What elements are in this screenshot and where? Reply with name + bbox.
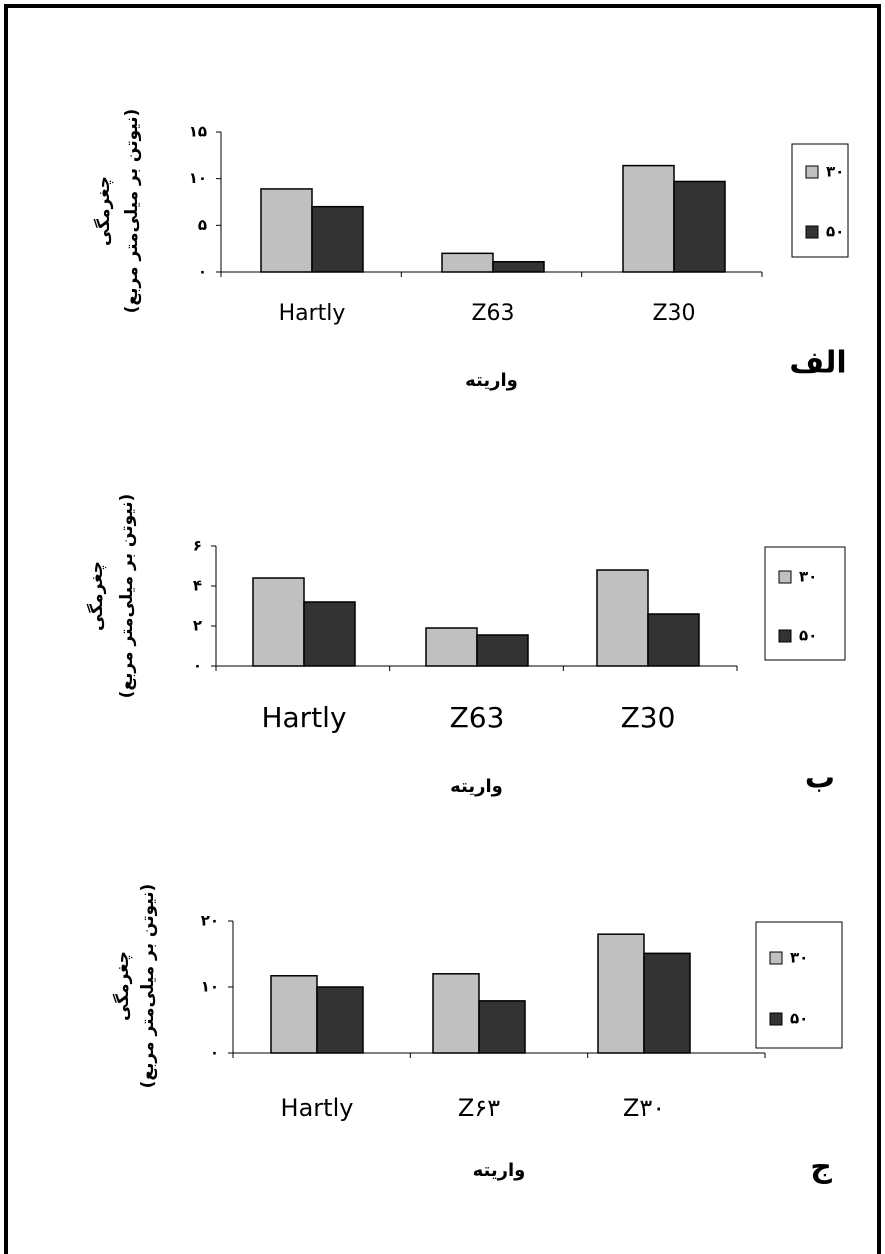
bar-series-50: [476, 634, 529, 667]
x-axis-title: واریته: [473, 1160, 526, 1181]
y-tick-label: ۵: [198, 216, 207, 234]
bar-series-50: [643, 952, 691, 1054]
x-category-label: Hartly: [261, 701, 346, 734]
legend-swatch: [805, 225, 819, 239]
bar-series-50: [311, 205, 364, 273]
y-axis-title-units: (نیوتن بر میلی‌متر مربع): [117, 494, 137, 699]
y-tick-label: ۱۵: [189, 123, 207, 141]
legend-swatch: [769, 1012, 783, 1026]
bar-series-30: [432, 973, 480, 1054]
legend-label: ۳۰: [826, 163, 844, 181]
bar-series-30: [252, 577, 305, 667]
legend-label: ۵۰: [826, 223, 844, 241]
legend-box: [764, 546, 846, 661]
y-tick-label: ۱۰: [201, 978, 219, 996]
legend-label: ۵۰: [790, 1010, 808, 1028]
legend-label: ۳۰: [799, 568, 817, 586]
y-tick-label: ۱۰: [189, 169, 207, 187]
y-axis-title: چغرمگی: [112, 951, 133, 1021]
x-category-label: Z۶۳: [458, 1094, 500, 1122]
panel-label: ب: [805, 761, 835, 796]
bar-series-50: [492, 260, 545, 273]
panel-label: الف: [789, 346, 846, 381]
y-axis-title-units: (نیوتن بر میلی‌متر مربع): [138, 884, 158, 1089]
panel-label: ج: [810, 1150, 832, 1185]
y-axis-title-units: (نیوتن بر میلی‌متر مربع): [122, 109, 142, 314]
legend-swatch: [769, 951, 783, 965]
x-axis-title: واریته: [450, 776, 503, 797]
y-axis-title: چغرمگی: [86, 561, 107, 631]
y-tick-label: ۰: [210, 1044, 219, 1062]
legend-label: ۳۰: [790, 949, 808, 967]
bar-series-30: [270, 975, 318, 1054]
y-tick-label: ۰: [198, 263, 207, 281]
bar-series-50: [303, 601, 356, 667]
x-category-label: Z30: [621, 701, 676, 734]
y-tick-label: ۲۰: [201, 912, 219, 930]
bar-series-30: [596, 569, 649, 667]
legend-swatch: [778, 629, 792, 643]
bar-series-30: [622, 164, 675, 273]
bar-series-50: [478, 1000, 526, 1054]
legend-box: [791, 143, 849, 258]
bar-series-30: [441, 252, 494, 273]
bar-series-50: [647, 613, 700, 667]
x-category-label: Z۳۰: [623, 1094, 665, 1122]
figure-frame: [4, 4, 881, 1254]
y-tick-label: ۴: [193, 577, 202, 595]
y-tick-label: ۶: [193, 537, 202, 555]
y-tick-label: ۲: [193, 617, 202, 635]
x-category-label: Hartly: [281, 1094, 354, 1122]
legend-box: [755, 921, 843, 1049]
bar-series-30: [425, 627, 478, 667]
y-axis-title: چغرمگی: [93, 176, 114, 246]
x-category-label: Z63: [471, 301, 514, 326]
bar-series-50: [316, 986, 364, 1054]
legend-label: ۵۰: [799, 627, 817, 645]
bar-series-50: [673, 180, 726, 273]
x-category-label: Z63: [450, 701, 505, 734]
x-category-label: Z30: [652, 301, 695, 326]
x-category-label: Hartly: [279, 301, 346, 326]
y-tick-label: ۰: [193, 657, 202, 675]
legend-swatch: [778, 570, 792, 584]
x-axis-title: واریته: [465, 370, 518, 391]
bar-series-30: [260, 188, 313, 273]
bar-series-30: [597, 933, 645, 1054]
legend-swatch: [805, 165, 819, 179]
